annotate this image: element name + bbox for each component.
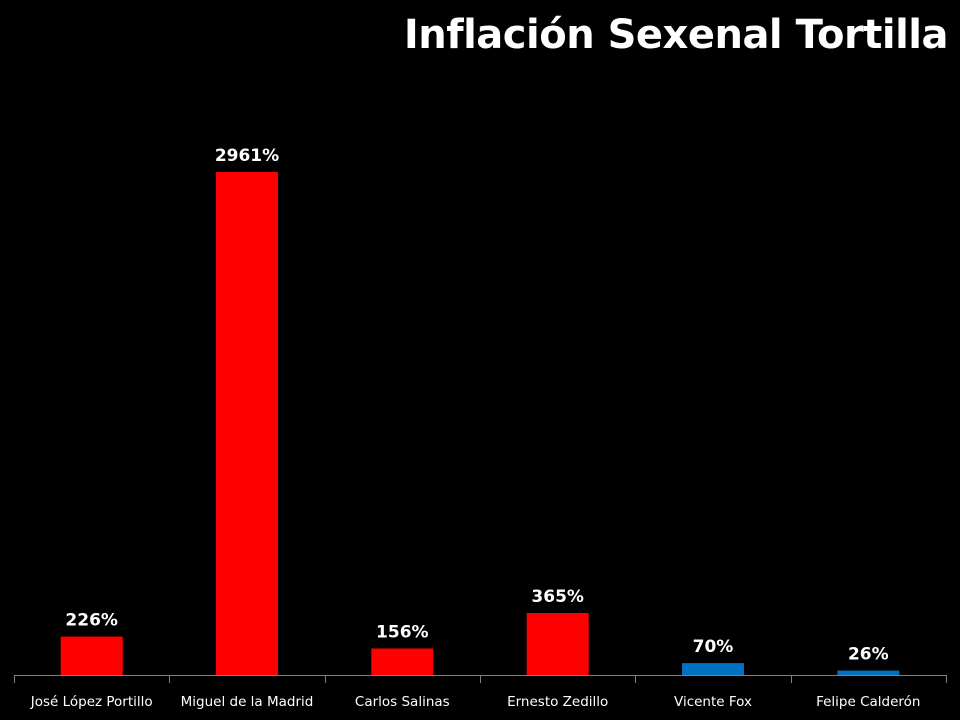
- bar-1: [216, 172, 278, 675]
- x-tick-label: Felipe Calderón: [816, 694, 920, 710]
- data-label: 365%: [531, 587, 584, 607]
- bar-5: [837, 670, 900, 675]
- data-label: 226%: [65, 611, 118, 631]
- bar-3: [526, 613, 589, 675]
- data-label: 156%: [376, 623, 429, 643]
- x-tick-label: Carlos Salinas: [355, 694, 450, 710]
- bar-0: [60, 636, 123, 675]
- bar-4: [682, 663, 744, 675]
- x-tick-label: Miguel de la Madrid: [181, 694, 314, 710]
- data-label: 26%: [848, 645, 889, 665]
- x-tick-label: Ernesto Zedillo: [507, 694, 608, 710]
- x-tick-label: Vicente Fox: [674, 694, 752, 710]
- x-tick-label: José López Portillo: [30, 694, 153, 710]
- chart-title: Inflación Sexenal Tortilla: [403, 12, 949, 58]
- plot-area: 226% José López Portillo 2961% Miguel de la…: [14, 146, 947, 710]
- data-label: 70%: [693, 637, 734, 657]
- bar-2: [371, 648, 434, 675]
- data-label: 2961%: [215, 146, 279, 166]
